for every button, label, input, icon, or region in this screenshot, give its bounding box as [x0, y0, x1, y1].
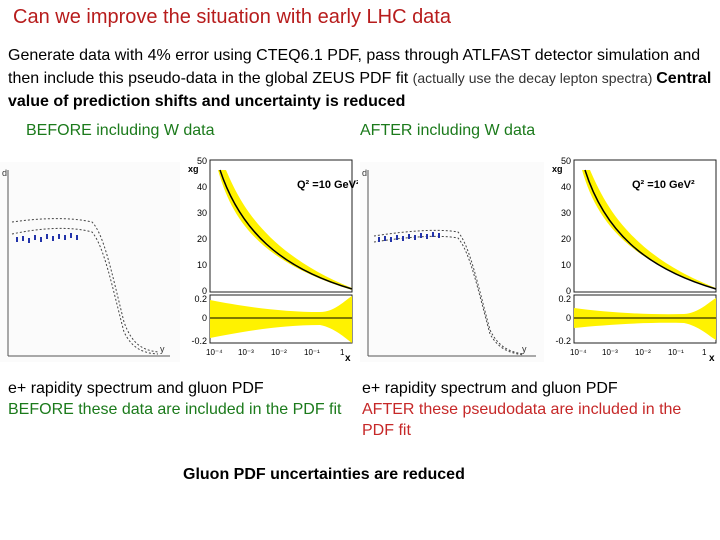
x-tick: 1	[340, 348, 345, 357]
xg-tick: 30	[561, 208, 571, 218]
gluon-pdf-plot-after: Q² =10 GeV² xg 50 40 30 20 10 0 0.2 0 -0…	[544, 150, 720, 362]
prediction-upper-curve	[11, 218, 159, 353]
x-tick: 10⁻²	[635, 348, 651, 357]
ratio-tick: 0.2	[194, 294, 207, 304]
x-tick: 10⁻⁴	[206, 348, 223, 357]
xg-tick: 30	[197, 208, 207, 218]
x-tick: 10⁻¹	[668, 348, 684, 357]
xg-tick: 20	[197, 234, 207, 244]
prediction-upper-curve	[373, 229, 525, 355]
xg-tick: 10	[197, 260, 207, 270]
left-description-note: BEFORE these data are included in the PD…	[8, 401, 342, 418]
xg-tick: 40	[197, 182, 207, 192]
rapidity-plot-before: d y	[0, 162, 180, 362]
xg-tick: 40	[561, 182, 571, 192]
rapidity-x-label: y	[522, 344, 527, 354]
caption-after: AFTER including W data	[360, 122, 536, 139]
rapidity-x-label: y	[160, 344, 165, 354]
xg-tick: 20	[561, 234, 571, 244]
x-tick: 10⁻¹	[304, 348, 320, 357]
ratio-band-after	[574, 298, 716, 340]
intro-conclusion: Central value of prediction shifts and u…	[8, 70, 712, 110]
intro-note: (actually use the decay lepton spectra)	[412, 70, 657, 86]
ratio-tick: 0	[202, 313, 207, 323]
intro-paragraph: Generate data with 4% error using CTEQ6.…	[8, 44, 714, 113]
pseudo-data-points	[378, 232, 440, 242]
xg-tick: 50	[197, 156, 207, 166]
left-description-title: e+ rapidity spectrum and gluon PDF	[8, 380, 264, 397]
x-tick: 10⁻⁴	[570, 348, 587, 357]
intro-text: Generate data with 4% error using CTEQ6.…	[8, 47, 701, 87]
rapidity-y-label: d	[362, 168, 367, 178]
gluon-pdf-plot-before: Q² =10 GeV² xg 50 40 30 20 10 0 0.2 0 -0…	[180, 150, 358, 362]
x-tick: 10⁻³	[602, 348, 618, 357]
pseudo-data-points	[16, 233, 78, 243]
right-description-title: e+ rapidity spectrum and gluon PDF	[362, 380, 618, 397]
ratio-tick: 0	[566, 313, 571, 323]
xg-tick: 50	[561, 156, 571, 166]
xg-axis-label-before: xg	[188, 164, 199, 174]
left-description: e+ rapidity spectrum and gluon PDF BEFOR…	[8, 378, 348, 420]
q2-label-after: Q² =10 GeV²	[632, 179, 695, 191]
right-description-note: AFTER these pseudodata are included in t…	[362, 401, 682, 439]
x-axis-label-before: x	[345, 353, 351, 362]
caption-before: BEFORE including W data	[26, 122, 215, 139]
right-description: e+ rapidity spectrum and gluon PDF AFTER…	[362, 378, 702, 441]
ratio-tick: -0.2	[555, 336, 571, 346]
x-tick: 10⁻³	[238, 348, 254, 357]
xg-tick: 10	[561, 260, 571, 270]
gluon-central-before	[219, 169, 353, 290]
rapidity-y-label: d	[2, 168, 7, 178]
ratio-tick: 0.2	[558, 294, 571, 304]
slide-title: Can we improve the situation with early …	[13, 6, 451, 28]
xg-tick: 0	[566, 286, 571, 296]
conclusion-footer: Gluon PDF uncertainties are reduced	[183, 466, 465, 483]
x-tick: 1	[702, 348, 707, 357]
xg-axis-label-after: xg	[552, 164, 563, 174]
xg-tick: 0	[202, 286, 207, 296]
q2-label-before: Q² =10 GeV²	[297, 179, 358, 191]
rapidity-plot-after: d y	[360, 162, 546, 362]
ratio-band-before	[210, 296, 352, 343]
ratio-tick: -0.2	[191, 336, 207, 346]
x-tick: 10⁻²	[271, 348, 287, 357]
prediction-lower-curve	[11, 227, 159, 355]
x-axis-label-after: x	[709, 353, 715, 362]
gluon-central-after	[584, 169, 717, 290]
